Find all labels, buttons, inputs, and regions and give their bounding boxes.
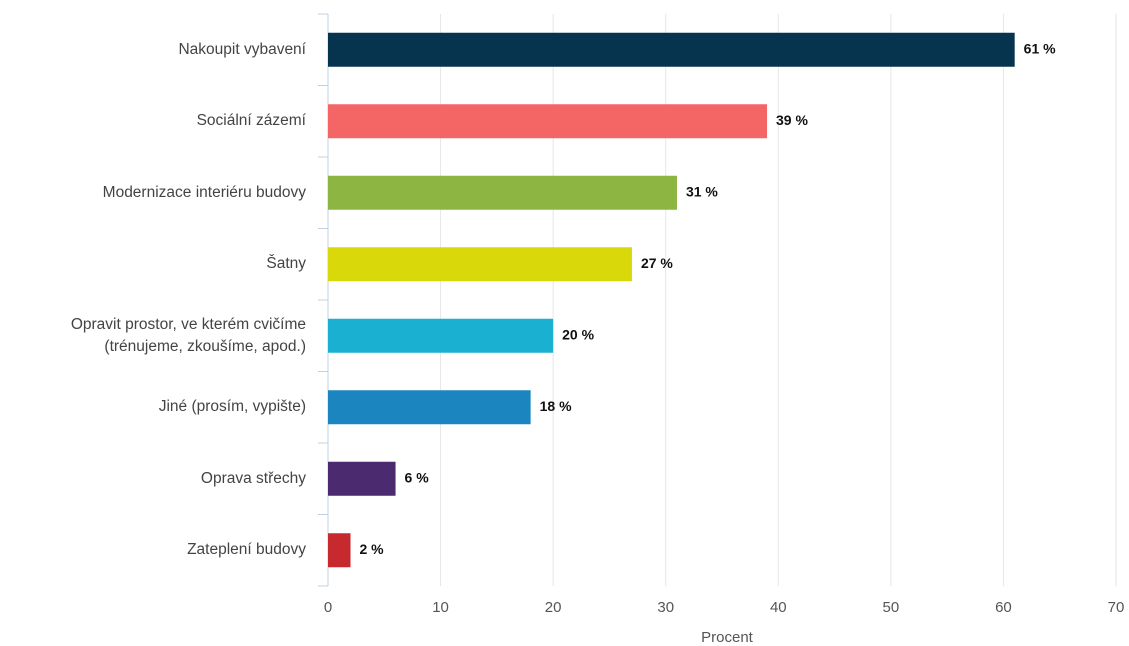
x-tick-label: 50 <box>883 599 900 616</box>
bar <box>328 461 396 496</box>
y-tick-label: Jiné (prosím, vypište) <box>158 398 306 416</box>
x-tick-label: 10 <box>432 599 449 616</box>
y-tick-label: Zateplení budovy <box>187 541 306 559</box>
data-label: 18 % <box>540 398 572 414</box>
x-tick-label: 20 <box>545 599 562 616</box>
bar <box>328 175 677 210</box>
y-tick-label: Modernizace interiéru budovy <box>102 183 306 201</box>
bar <box>328 32 1015 67</box>
x-tick-label: 40 <box>770 599 787 616</box>
y-tick-label: Sociální zázemí <box>196 112 306 130</box>
data-label: 2 % <box>360 541 385 557</box>
y-tick-label: Nakoupit vybavení <box>178 40 306 58</box>
data-label: 61 % <box>1024 40 1056 56</box>
x-axis-label: Procent <box>701 629 754 646</box>
x-tick-label: 0 <box>324 599 332 616</box>
data-label: 6 % <box>405 469 430 485</box>
data-label: 20 % <box>562 326 594 342</box>
data-label: 31 % <box>686 183 718 199</box>
y-tick-label: Šatny <box>266 255 306 273</box>
y-tick-label: Opravit prostor, ve kterém cvičíme (trén… <box>70 315 306 355</box>
bar <box>328 533 351 568</box>
bar <box>328 247 632 282</box>
bar <box>328 390 531 425</box>
data-label: 27 % <box>641 255 673 271</box>
x-tick-label: 70 <box>1108 599 1125 616</box>
bar <box>328 318 554 353</box>
y-tick-label: Oprava střechy <box>200 469 306 487</box>
x-tick-label: 30 <box>657 599 674 616</box>
data-label: 39 % <box>776 112 808 128</box>
x-tick-label: 60 <box>995 599 1012 616</box>
bar <box>328 104 768 139</box>
